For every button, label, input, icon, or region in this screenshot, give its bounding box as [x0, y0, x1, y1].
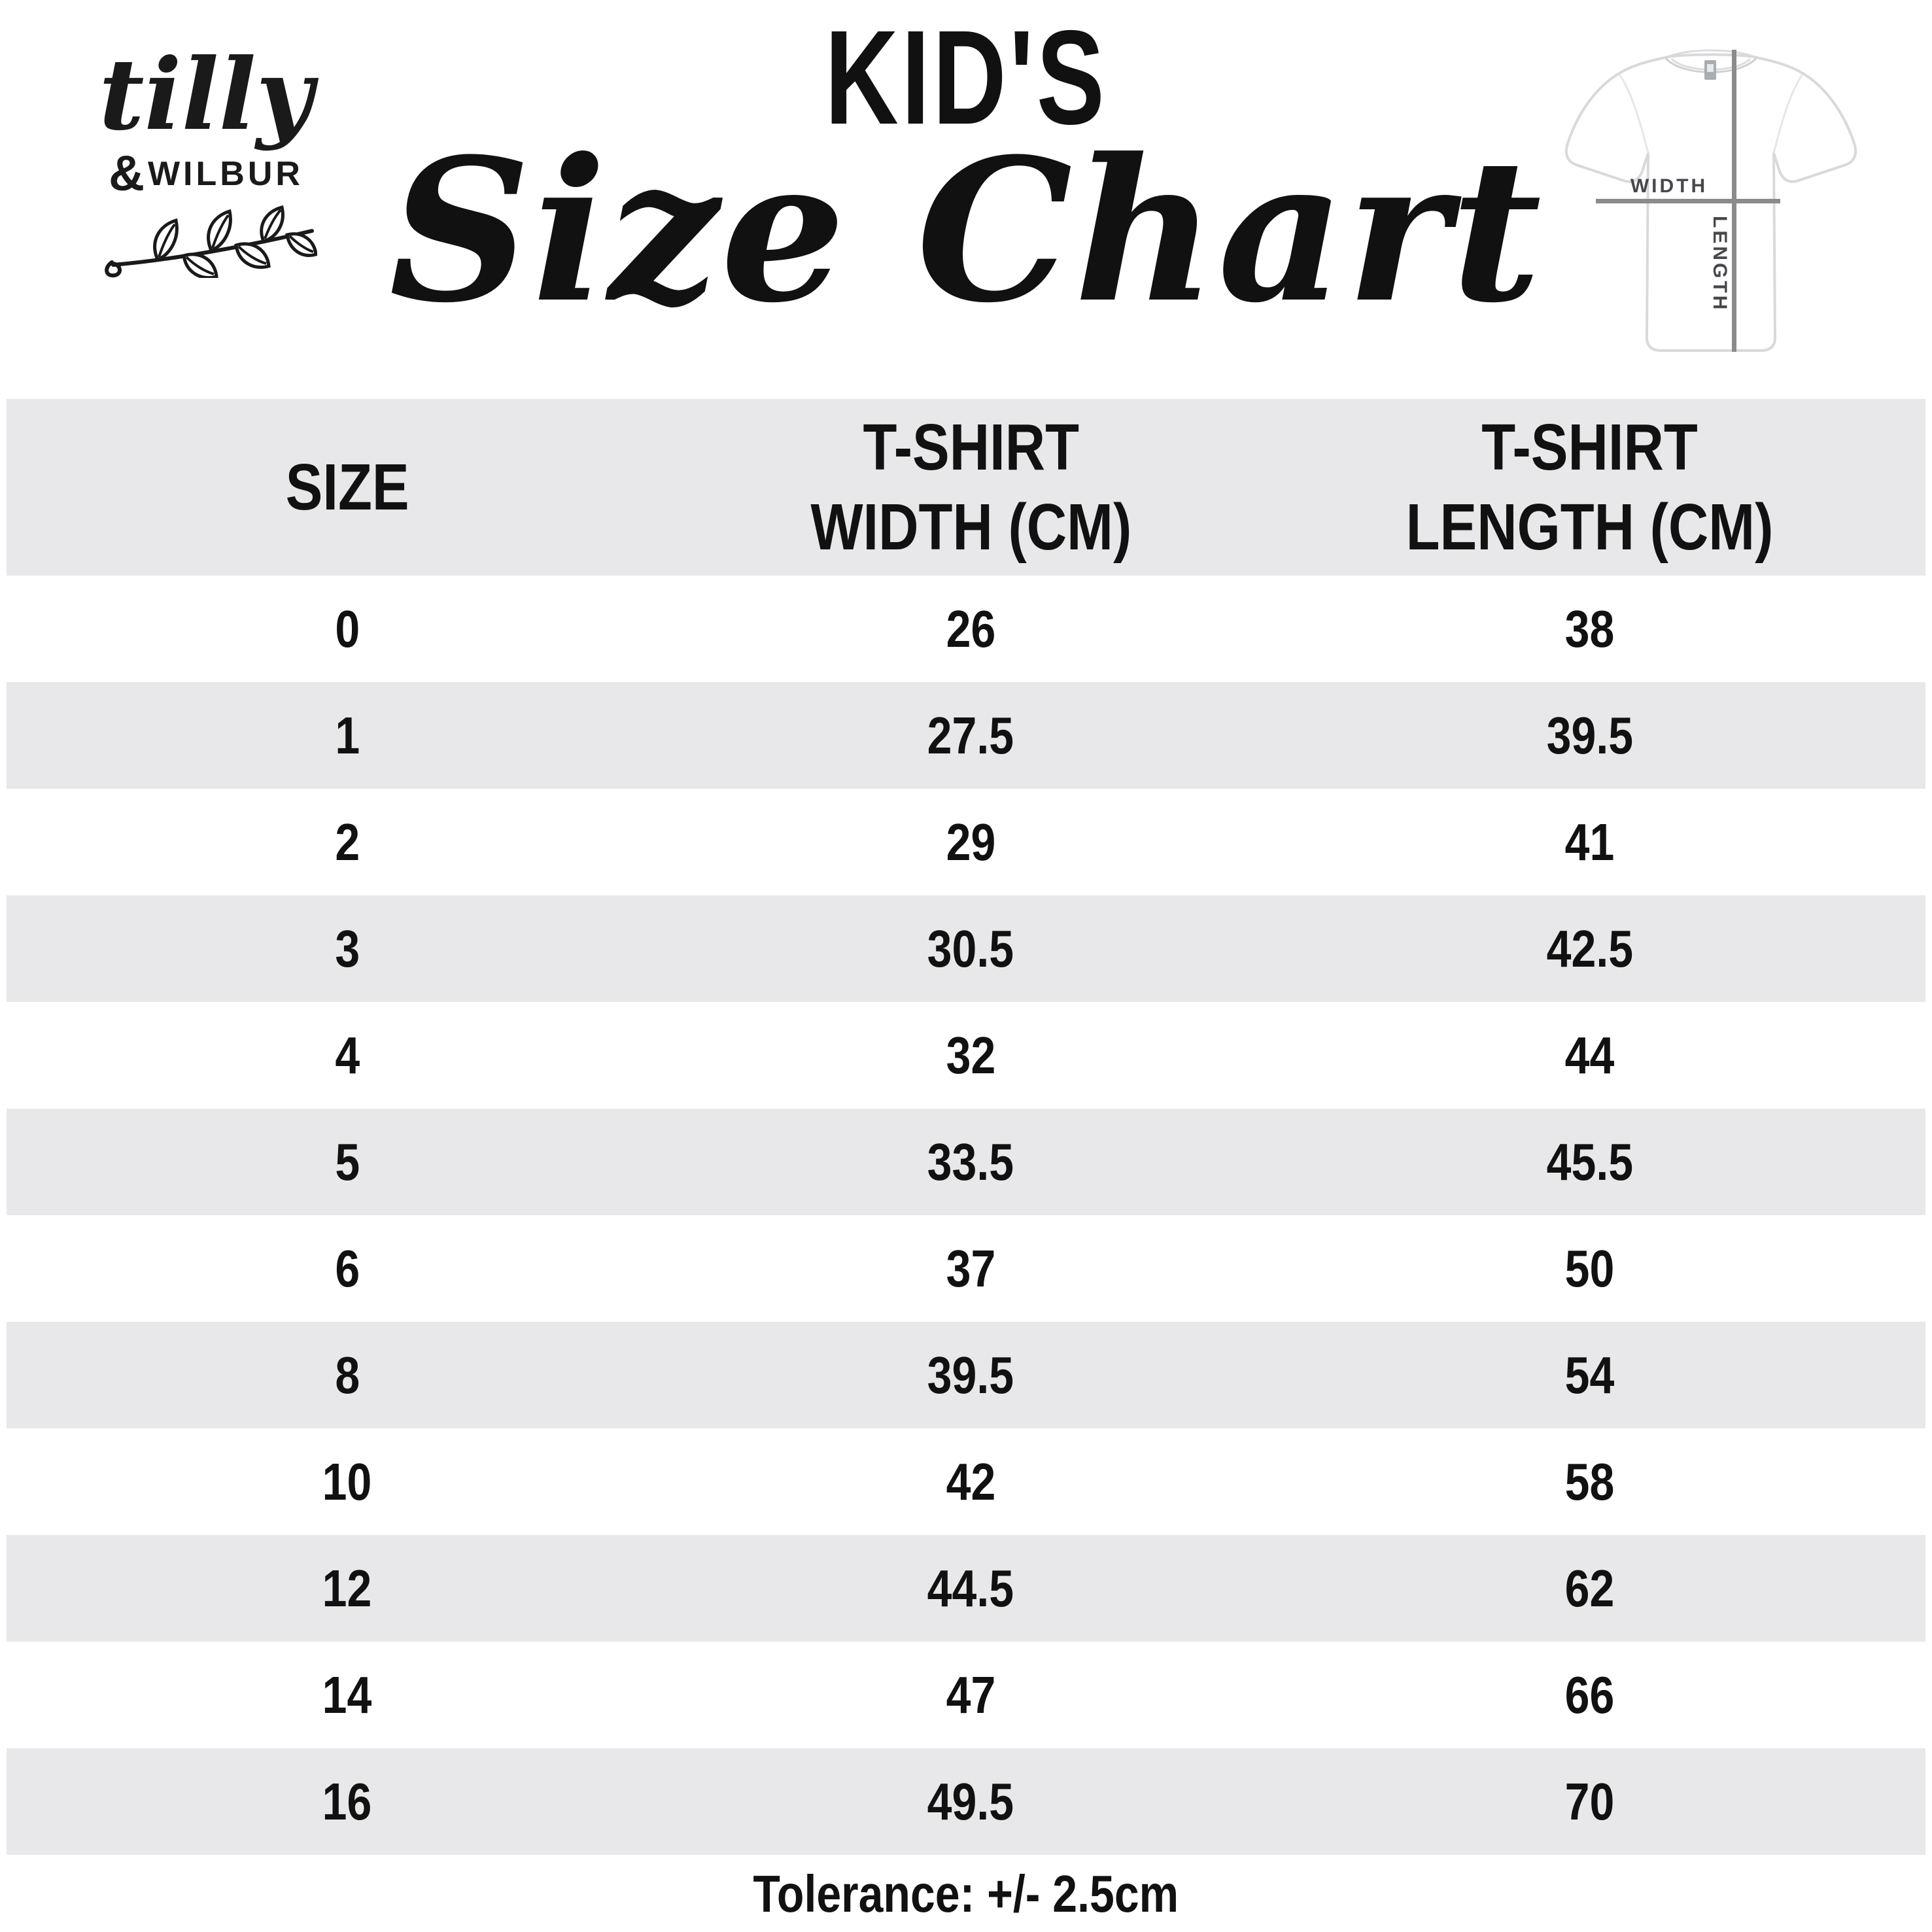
- table-body: 0 26 38 1 27.5 39.5 2 29 41 3 30.5 42.5 …: [7, 576, 1925, 1855]
- size-value: 3: [334, 919, 360, 978]
- header-cell-width: T-SHIRT WIDTH (CM): [810, 411, 1131, 564]
- table-row: 8 39.5 54: [7, 1322, 1925, 1428]
- length-value: 70: [1564, 1772, 1615, 1831]
- length-value: 45.5: [1546, 1132, 1633, 1191]
- title-heading: Size Chart: [388, 115, 1544, 346]
- size-value: 14: [322, 1665, 372, 1724]
- size-value: 5: [334, 1132, 360, 1191]
- table-row: 0 26 38: [7, 576, 1925, 682]
- width-value: 39.5: [927, 1345, 1014, 1404]
- header-cell-length: T-SHIRT LENGTH (CM): [1406, 411, 1774, 564]
- header-section: tilly &WILBUR KID'S Size Chart: [0, 0, 1932, 399]
- length-value: 42.5: [1546, 919, 1633, 978]
- length-label: LENGTH: [1709, 216, 1731, 312]
- table-row: 5 33.5 45.5: [7, 1109, 1925, 1215]
- brand-ampersand: &: [109, 146, 148, 201]
- size-value: 8: [334, 1345, 360, 1404]
- width-value: 30.5: [927, 919, 1014, 978]
- size-value: 10: [322, 1452, 372, 1511]
- length-value: 62: [1564, 1559, 1615, 1617]
- width-value: 32: [946, 1026, 996, 1084]
- header-cell-size: SIZE: [285, 451, 409, 524]
- width-value: 27.5: [927, 706, 1014, 765]
- size-chart-table: SIZE T-SHIRT WIDTH (CM) T-SHIRT LENGTH (…: [7, 399, 1925, 1855]
- table-header-row: SIZE T-SHIRT WIDTH (CM) T-SHIRT LENGTH (…: [7, 399, 1925, 576]
- table-row: 6 37 50: [7, 1215, 1925, 1322]
- size-value: 4: [334, 1026, 360, 1084]
- width-value: 37: [946, 1239, 996, 1298]
- length-value: 38: [1564, 599, 1615, 658]
- laurel-branch-icon: [72, 205, 340, 281]
- size-value: 1: [334, 706, 360, 765]
- tolerance-note: Tolerance: +/- 2.5cm: [753, 1865, 1179, 1923]
- brand-wilbur: WILBUR: [147, 155, 303, 193]
- size-value: 6: [334, 1239, 360, 1298]
- length-value: 44: [1564, 1026, 1615, 1084]
- length-value: 66: [1564, 1665, 1615, 1724]
- brand-logo: tilly &WILBUR: [72, 46, 340, 281]
- brand-name-caps: &WILBUR: [72, 145, 340, 202]
- width-value: 47: [946, 1665, 996, 1724]
- length-value: 58: [1564, 1452, 1615, 1511]
- table-row: 3 30.5 42.5: [7, 895, 1925, 1002]
- size-value: 0: [334, 599, 360, 658]
- width-label: WIDTH: [1630, 175, 1708, 197]
- page-title: KID'S Size Chart: [0, 0, 1932, 346]
- table-row: 1 27.5 39.5: [7, 682, 1925, 789]
- width-value: 42: [946, 1452, 996, 1511]
- table-row: 2 29 41: [7, 789, 1925, 895]
- width-measure-line: [1596, 199, 1780, 203]
- length-value: 54: [1564, 1345, 1615, 1404]
- table-row: 12 44.5 62: [7, 1535, 1925, 1642]
- size-value: 2: [334, 812, 360, 871]
- width-value: 33.5: [927, 1132, 1014, 1191]
- size-value: 12: [322, 1559, 372, 1617]
- tshirt-measurement-diagram: WIDTH LENGTH: [1541, 12, 1881, 371]
- table-row: 14 47 66: [7, 1642, 1925, 1748]
- width-value: 29: [946, 812, 996, 871]
- width-value: 26: [946, 599, 996, 658]
- length-value: 39.5: [1546, 706, 1633, 765]
- length-value: 50: [1564, 1239, 1615, 1298]
- brand-name-script: tilly: [99, 37, 313, 152]
- title-kicker: KID'S: [824, 3, 1108, 152]
- table-row: 10 42 58: [7, 1428, 1925, 1535]
- width-value: 44.5: [927, 1559, 1014, 1617]
- table-row: 4 32 44: [7, 1002, 1925, 1109]
- length-value: 41: [1564, 812, 1615, 871]
- table-row: 16 49.5 70: [7, 1748, 1925, 1855]
- width-value: 49.5: [927, 1772, 1014, 1831]
- size-value: 16: [322, 1772, 372, 1831]
